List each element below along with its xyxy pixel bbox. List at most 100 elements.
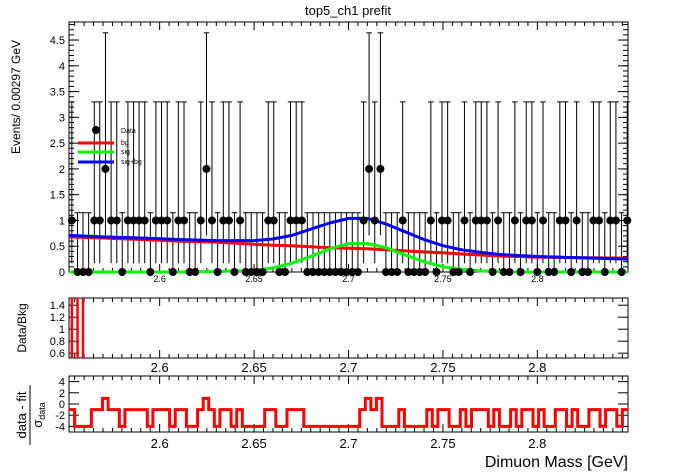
data-point (258, 268, 267, 276)
data-point (78, 268, 87, 276)
data-point (325, 268, 334, 276)
main-y-tick-label: 1.5 (50, 190, 65, 202)
data-point (482, 216, 491, 225)
pull-x-tick-label: 2.7 (339, 436, 357, 451)
data-point (454, 268, 463, 276)
data-point (146, 268, 155, 276)
data-point (275, 268, 284, 276)
sig-plus-bg-curve (68, 216, 629, 261)
pull-histogram (69, 396, 628, 428)
data-point (247, 268, 256, 276)
data-point (303, 268, 312, 276)
data-point (398, 216, 407, 225)
legend-data-label: Data (121, 128, 136, 135)
data-point (213, 268, 222, 276)
ratio-x-tick-label: 2.65 (241, 360, 266, 375)
bg-curve (68, 235, 629, 260)
data-point (67, 216, 76, 225)
legend-data-marker (92, 126, 100, 134)
data-point (527, 216, 536, 225)
data-point (555, 216, 564, 225)
legend-bg-label: bg (121, 140, 129, 147)
data-point (550, 268, 559, 276)
main-y-tick-label: 1 (59, 215, 65, 227)
data-point (471, 216, 480, 225)
data-point (516, 268, 525, 276)
chart-title: top5_ch1 prefit (305, 3, 391, 18)
pull-x-tick-label: 2.75 (430, 436, 455, 451)
data-point (163, 216, 172, 225)
data-point (437, 216, 446, 225)
pull-y-axis-label: data - fit σdata (14, 385, 47, 445)
data-point (308, 268, 317, 276)
main-y-ticks: 0 0.5 1 1.5 2 2.5 3 3.5 4 4.5 (50, 24, 628, 279)
legend-sig-label: sig (121, 149, 130, 156)
data-point (499, 268, 508, 276)
pull-x-tick-label: 2.6 (151, 436, 169, 451)
data-point (320, 268, 329, 276)
svg-text:σdata: σdata (30, 402, 47, 428)
data-point (191, 268, 200, 276)
data-point (112, 216, 121, 225)
main-panel: 0 0.5 1 1.5 2 2.5 3 3.5 4 4.5 2.6 2.65 2.7 2.75 2.8 E… (9, 21, 632, 284)
main-x-tick-label: 2.65 (245, 274, 263, 284)
pull-label-numerator: data - fit (14, 391, 29, 438)
ratio-y-tick-label: 1.4 (50, 300, 65, 312)
ratio-frame (68, 297, 629, 359)
data-point (129, 216, 138, 225)
data-point (135, 216, 144, 225)
data-point (297, 216, 306, 225)
data-point (196, 216, 205, 225)
data-point (393, 268, 402, 276)
data-point (180, 216, 189, 225)
legend-sigbg-label: sig+bg (121, 159, 142, 166)
data-point (292, 216, 301, 225)
data-point (140, 216, 149, 225)
data-point (477, 216, 486, 225)
data-point (84, 268, 93, 276)
ratio-y-tick-label: 0.6 (50, 348, 65, 360)
data-point (415, 268, 424, 276)
data-point (151, 216, 160, 225)
data-point (533, 268, 542, 276)
data-point (466, 268, 475, 276)
pull-y-tick-label: 4 (59, 377, 65, 389)
data-points (67, 164, 632, 276)
data-point (572, 216, 581, 225)
data-error-bars (69, 32, 631, 273)
ratio-bars (70, 298, 85, 358)
data-point (348, 268, 357, 276)
ratio-y-tick-label: 1.2 (50, 312, 65, 324)
pull-x-tick-label: 2.8 (528, 436, 546, 451)
data-point (107, 216, 116, 225)
data-point (90, 216, 99, 225)
data-point (460, 216, 469, 225)
data-point (286, 216, 295, 225)
data-point (73, 268, 82, 276)
main-y-tick-label: 0.5 (50, 241, 65, 253)
data-point (381, 268, 390, 276)
data-point (185, 268, 194, 276)
data-point (606, 216, 615, 225)
data-point (281, 268, 290, 276)
data-point (589, 216, 598, 225)
pull-y-tick-label: -4 (55, 421, 65, 433)
ratio-y-ticks: 0.60.811.21.4 (50, 300, 628, 360)
ratio-x-tick-label: 2.7 (339, 360, 357, 375)
data-point (359, 216, 368, 225)
ratio-x-tick-label: 2.6 (151, 360, 169, 375)
ratio-x-ticks: 2.6 2.65 2.7 2.75 2.8 (74, 298, 623, 375)
data-point (432, 268, 441, 276)
data-point (353, 268, 362, 276)
data-point (236, 216, 245, 225)
data-point (269, 216, 278, 225)
legend: Data bg sig sig+bg (78, 126, 142, 166)
data-point (387, 268, 396, 276)
data-point (123, 216, 132, 225)
data-point (230, 268, 239, 276)
main-y-tick-label: 4 (59, 61, 65, 73)
ratio-y-axis-label: Data/Bkg (15, 303, 29, 352)
main-x-tick-label: 2.75 (434, 274, 452, 284)
ratio-y-tick-label: 1 (59, 324, 65, 336)
